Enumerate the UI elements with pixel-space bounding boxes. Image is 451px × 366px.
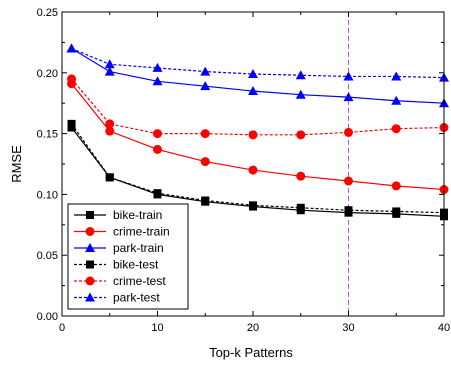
- legend-label-park-train: park-train: [113, 241, 164, 255]
- axes-layer: 0 10 20 30 40 0.00 0.05 0.10 0.15 0.20 0.25: [37, 7, 451, 334]
- series-line-park-test: [71, 47, 445, 79]
- data-point-bike-test-6: [344, 206, 353, 215]
- data-point-crime-test-7: [391, 124, 401, 134]
- data-point-bike-test-1: [105, 173, 114, 182]
- data-point-crime-train-3: [200, 157, 210, 167]
- y-tick-label: 0.00: [37, 311, 58, 323]
- legend-marker-bike-train: [86, 211, 94, 219]
- legend-marker-crime-test: [85, 276, 95, 286]
- series-park-test: [66, 43, 449, 82]
- data-point-park-test-2: [152, 62, 163, 72]
- data-point-park-test-0: [66, 43, 77, 53]
- data-point-crime-train-6: [344, 176, 353, 186]
- data-point-bike-test-2: [153, 189, 162, 198]
- x-tick-label: 30: [342, 322, 354, 334]
- data-point-crime-test-2: [153, 129, 162, 139]
- legend-marker-park-train: [85, 243, 95, 252]
- data-point-crime-test-4: [248, 130, 258, 140]
- data-point-park-test-5: [295, 70, 306, 80]
- y-tick-label: 0.05: [37, 250, 58, 262]
- legend-marker-bike-test: [86, 260, 94, 269]
- data-point-crime-train-2: [153, 144, 162, 154]
- series-line-crime-test: [71, 78, 445, 136]
- legend-item-bike-test: bike-test: [74, 258, 159, 272]
- data-point-park-train-3: [200, 81, 211, 91]
- legend-item-park-test: park-test: [74, 291, 160, 305]
- data-point-crime-train-5: [296, 171, 306, 181]
- series-layer: [66, 43, 449, 221]
- data-point-park-train-5: [295, 89, 306, 99]
- x-tick-label: 0: [59, 322, 65, 334]
- legend-marker-crime-train: [85, 227, 95, 236]
- legend-item-crime-test: crime-test: [74, 274, 166, 288]
- legend-item-crime-train: crime-train: [74, 225, 170, 239]
- data-point-crime-train-7: [391, 181, 401, 191]
- data-point-bike-test-5: [296, 203, 305, 212]
- data-point-park-train-6: [343, 92, 354, 102]
- data-point-park-train-7: [391, 95, 402, 105]
- legend-box: [67, 203, 189, 310]
- y-axis-title: RMSE: [9, 145, 24, 183]
- data-point-park-train-1: [104, 66, 115, 76]
- data-point-crime-test-3: [200, 129, 210, 139]
- y-tick-label: 0.15: [37, 129, 58, 141]
- data-point-bike-test-4: [249, 201, 257, 210]
- data-point-crime-test-0: [67, 74, 77, 84]
- legend-label-bike-test: bike-test: [113, 258, 159, 272]
- legend-marker-park-test: [85, 292, 95, 302]
- data-point-crime-train-1: [105, 126, 115, 136]
- x-tick-label: 40: [438, 322, 450, 334]
- series-crime-train: [67, 79, 449, 195]
- legend-item-park-train: park-train: [74, 241, 164, 255]
- data-point-park-train-4: [248, 86, 258, 96]
- data-point-crime-test-1: [105, 119, 115, 129]
- data-point-park-test-1: [104, 59, 115, 69]
- x-tick-label: 20: [247, 322, 259, 334]
- data-point-park-test-7: [391, 71, 402, 81]
- data-point-crime-train-4: [248, 165, 258, 175]
- data-point-crime-test-6: [344, 127, 353, 137]
- legend: bike-train crime-train park-train bike-test…: [67, 203, 189, 310]
- y-tick-label: 0.25: [37, 7, 58, 19]
- data-point-bike-test-3: [201, 196, 210, 205]
- legend-label-park-test: park-test: [113, 291, 160, 305]
- legend-label-crime-test: crime-test: [113, 274, 166, 288]
- series-bike-test: [67, 119, 448, 217]
- x-tick-label: 10: [151, 322, 163, 334]
- x-axis-title: Top-k Patterns: [209, 345, 293, 360]
- legend-item-bike-train: bike-train: [74, 208, 162, 222]
- data-point-bike-test-7: [392, 207, 401, 216]
- data-point-crime-test-5: [296, 130, 306, 140]
- y-tick-label: 0.10: [37, 189, 58, 201]
- legend-label-bike-train: bike-train: [113, 208, 162, 222]
- data-point-bike-test-0: [67, 119, 76, 128]
- series-crime-test: [67, 74, 449, 140]
- data-point-park-test-4: [248, 69, 258, 79]
- data-point-park-test-3: [200, 66, 211, 76]
- data-point-park-test-6: [343, 71, 354, 81]
- legend-label-crime-train: crime-train: [113, 225, 170, 239]
- y-tick-label: 0.20: [37, 68, 58, 80]
- data-point-park-train-2: [152, 76, 163, 86]
